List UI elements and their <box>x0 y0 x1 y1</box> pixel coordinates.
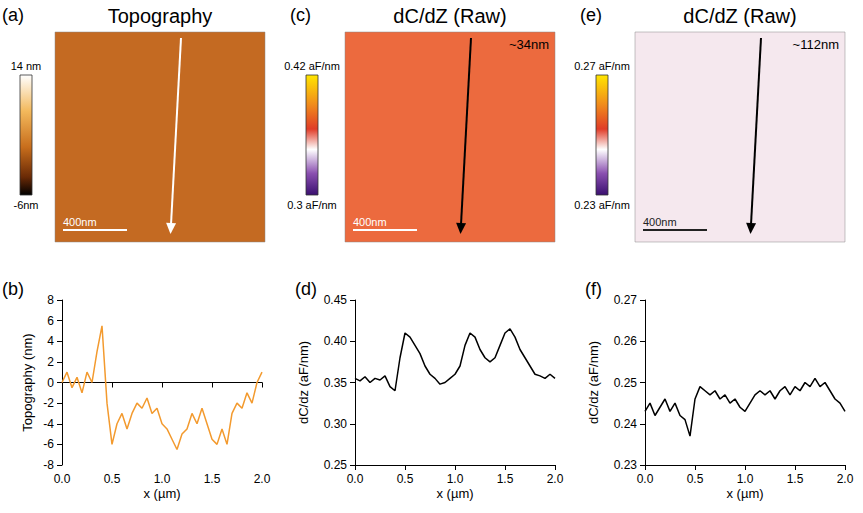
svg-text:0.35: 0.35 <box>324 376 348 390</box>
svg-text:0.5: 0.5 <box>397 472 414 486</box>
svg-text:1.0: 1.0 <box>447 472 464 486</box>
svg-text:dC/dz (aF/nm): dC/dz (aF/nm) <box>296 341 311 424</box>
svg-text:0.5: 0.5 <box>104 472 121 486</box>
svg-text:0.25: 0.25 <box>324 458 348 472</box>
svg-text:(b): (b) <box>2 279 24 299</box>
svg-text:-8: -8 <box>43 458 54 472</box>
svg-text:6: 6 <box>47 314 54 328</box>
svg-text:0.0: 0.0 <box>347 472 364 486</box>
svg-text:0.25: 0.25 <box>614 376 638 390</box>
svg-text:1.5: 1.5 <box>204 472 221 486</box>
svg-text:0.26: 0.26 <box>614 334 638 348</box>
svg-text:0.27 aF/nm: 0.27 aF/nm <box>574 60 630 72</box>
svg-text:x (µm): x (µm) <box>143 486 180 501</box>
svg-text:-2: -2 <box>43 396 54 410</box>
svg-text:14 nm: 14 nm <box>11 60 42 72</box>
svg-text:Topography (nm): Topography (nm) <box>20 333 35 431</box>
svg-text:1.5: 1.5 <box>787 472 804 486</box>
svg-text:4: 4 <box>47 334 54 348</box>
svg-text:-6: -6 <box>43 437 54 451</box>
svg-text:0.0: 0.0 <box>637 472 654 486</box>
svg-text:-4: -4 <box>43 417 54 431</box>
svg-text:2.0: 2.0 <box>547 472 564 486</box>
svg-text:0.0: 0.0 <box>54 472 71 486</box>
svg-text:~112nm: ~112nm <box>793 37 839 52</box>
svg-text:x (µm): x (µm) <box>726 486 763 501</box>
svg-text:(e): (e) <box>580 5 602 25</box>
svg-text:0.27: 0.27 <box>614 293 638 307</box>
svg-text:x (µm): x (µm) <box>436 486 473 501</box>
svg-text:dC/dZ (Raw): dC/dZ (Raw) <box>683 5 796 27</box>
svg-text:0.45: 0.45 <box>324 293 348 307</box>
svg-text:(f): (f) <box>585 279 602 299</box>
svg-text:400nm: 400nm <box>353 216 387 228</box>
svg-text:dC/dZ (Raw): dC/dZ (Raw) <box>393 5 506 27</box>
svg-text:0.23: 0.23 <box>614 458 638 472</box>
svg-text:0.24: 0.24 <box>614 417 638 431</box>
svg-text:0.23 aF/nm: 0.23 aF/nm <box>574 199 630 211</box>
svg-text:8: 8 <box>47 293 54 307</box>
svg-text:400nm: 400nm <box>63 216 97 228</box>
svg-text:2.0: 2.0 <box>254 472 271 486</box>
svg-text:-6nm: -6nm <box>13 199 38 211</box>
svg-text:0.3 aF/nm: 0.3 aF/nm <box>287 199 337 211</box>
svg-text:0.42 aF/nm: 0.42 aF/nm <box>284 60 340 72</box>
svg-text:1.0: 1.0 <box>154 472 171 486</box>
svg-text:dC/dz (aF/nm): dC/dz (aF/nm) <box>586 341 601 424</box>
svg-text:~34nm: ~34nm <box>509 37 549 52</box>
svg-text:1.5: 1.5 <box>497 472 514 486</box>
svg-text:(c): (c) <box>290 5 311 25</box>
svg-text:0.30: 0.30 <box>324 417 348 431</box>
svg-text:0: 0 <box>47 376 54 390</box>
svg-text:2.0: 2.0 <box>837 472 854 486</box>
svg-text:0.40: 0.40 <box>324 334 348 348</box>
svg-text:400nm: 400nm <box>643 216 677 228</box>
svg-text:Topography: Topography <box>108 5 213 27</box>
svg-text:1.0: 1.0 <box>737 472 754 486</box>
svg-text:(d): (d) <box>295 279 317 299</box>
svg-text:(a): (a) <box>2 5 24 25</box>
svg-text:0.5: 0.5 <box>687 472 704 486</box>
svg-text:2: 2 <box>47 355 54 369</box>
